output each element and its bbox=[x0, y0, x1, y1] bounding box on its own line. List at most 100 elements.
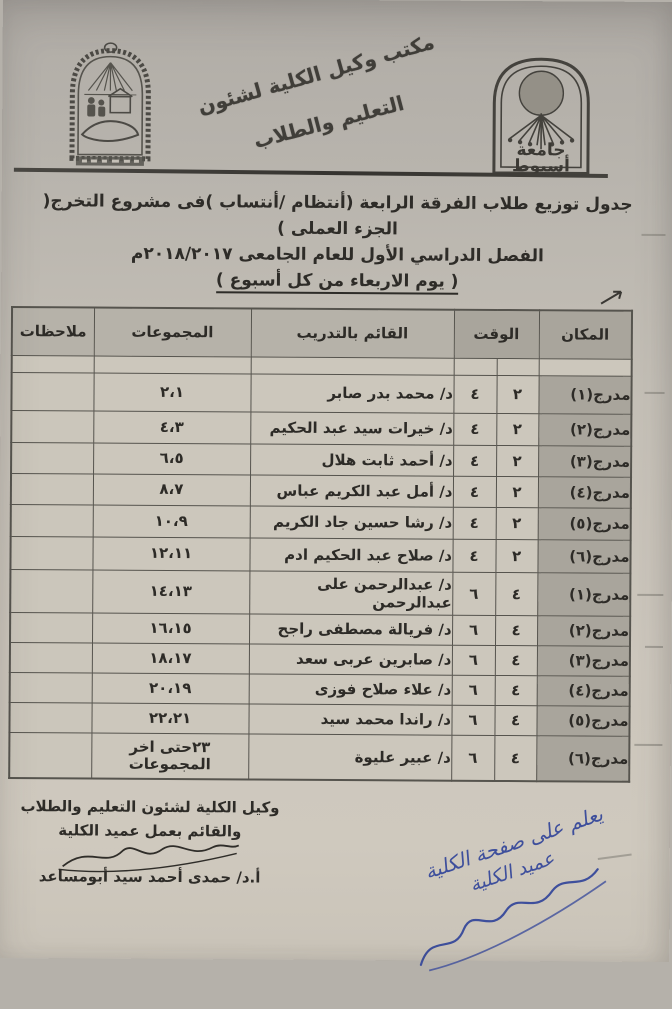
header-place: المكان bbox=[538, 310, 633, 359]
cell-place: مدرج(٤) bbox=[537, 476, 632, 508]
handwritten-note: يعلم على صفحة الكلية عميد الكلية bbox=[314, 802, 635, 1008]
cell-trainer: د/ خيرات سيد عبد الحكيم bbox=[250, 411, 454, 445]
cell-notes bbox=[10, 612, 93, 643]
cell-time-early: ٤ bbox=[495, 614, 538, 646]
cell-time-late: ٤ bbox=[453, 444, 497, 476]
cell-time-early: ٢ bbox=[495, 538, 538, 573]
table-header-row: المكان الوقت القائم بالتدريب المجموعات م… bbox=[11, 307, 633, 359]
cell-trainer: د/ راندا محمد سيد bbox=[248, 703, 452, 735]
cell-time-late: ٦ bbox=[451, 644, 496, 675]
table-row: مدرج(٣) ٤ ٦ د/ صابرين عربى سعد ١٨،١٧ bbox=[9, 642, 631, 676]
cell-groups: ٤،٣ bbox=[93, 410, 251, 444]
cell-trainer: د/ محمد بدر صابر bbox=[250, 373, 454, 413]
cell-place: مدرج(٤) bbox=[536, 675, 630, 706]
cell-groups: ١٨،١٧ bbox=[91, 642, 249, 674]
cell-trainer: د/ علاء صلاح فوزى bbox=[248, 673, 452, 705]
cell-place: مدرج(٦) bbox=[536, 735, 630, 782]
cell-groups: ١٠،٩ bbox=[92, 504, 250, 538]
cell-time-late: ٤ bbox=[453, 374, 497, 413]
table-row: مدرج(١) ٤ ٦ د/ عبدالرحمن على عبدالرحمن ١٤،١٣ bbox=[10, 569, 631, 616]
cell-groups: ٦،٥ bbox=[93, 442, 251, 475]
table-row: مدرج(٥) ٤ ٦ د/ راندا محمد سيد ٢٢،٢١ bbox=[9, 702, 630, 736]
cell-time-late: ٦ bbox=[451, 674, 495, 705]
header-groups: المجموعات bbox=[93, 307, 252, 357]
scan-artifact bbox=[641, 233, 666, 237]
cell-notes bbox=[10, 473, 94, 505]
cell-time-late: ٦ bbox=[451, 734, 495, 781]
title-line1: جدول توزيع طلاب الفرقة الرابعة (أنتظام /… bbox=[42, 191, 633, 240]
cell-trainer: د/ فريالة مصطفى راجح bbox=[248, 613, 453, 645]
cell-place: مدرج(٦) bbox=[537, 539, 631, 573]
cell-time-early: ٢ bbox=[496, 412, 539, 446]
cell-groups: ١٢،١١ bbox=[92, 536, 250, 571]
scan-artifact bbox=[634, 743, 663, 746]
scan-artifact bbox=[637, 593, 664, 597]
title-line2: الفصل الدراسي الأول للعام الجامعى ٢٠١٨/٢… bbox=[130, 243, 544, 267]
cell-time-early: ٤ bbox=[494, 734, 537, 782]
table-row: مدرج(٢) ٤ ٦ د/ فريالة مصطفى راجح ١٦،١٥ bbox=[10, 612, 631, 646]
table-row: مدرج(٢) ٢ ٤ د/ خيرات سيد عبد الحكيم ٤،٣ bbox=[11, 410, 632, 446]
scanned-page: جامعة أسيوط مكتب وكيل الكلية لشئون التعل… bbox=[0, 0, 672, 962]
cell-notes bbox=[11, 372, 94, 411]
cell-place: مدرج(١) bbox=[538, 375, 632, 414]
table-row: مدرج(٥) ٢ ٤ د/ رشا حسين جاد الكريم ١٠،٩ bbox=[10, 504, 631, 540]
cell-place: مدرج(٢) bbox=[537, 615, 631, 646]
header-notes: ملاحظات bbox=[11, 307, 95, 356]
cell-place: مدرج(٣) bbox=[538, 445, 632, 477]
cell-time-late: ٤ bbox=[453, 412, 497, 445]
footer-signatory-name: أ.د/ حمدى أحمد سيد أبومساعد bbox=[38, 867, 261, 887]
cell-groups: ١٦،١٥ bbox=[92, 612, 250, 644]
university-name-line2: أسيوط bbox=[512, 154, 570, 176]
cell-place: مدرج(٥) bbox=[537, 507, 631, 540]
table-body: مدرج(١) ٢ ٤ د/ محمد بدر صابر ٢،١ مدرج(٢) ٢ ٤ د/ … bbox=[9, 372, 632, 782]
cell-time-early: ٢ bbox=[495, 475, 539, 508]
cell-notes bbox=[9, 702, 92, 733]
table-row: مدرج(٤) ٤ ٦ د/ علاء صلاح فوزى ٢٠،١٩ bbox=[9, 672, 630, 706]
cell-groups: ٢٢،٢١ bbox=[91, 702, 249, 734]
cell-trainer: د/ صلاح عبد الحكيم ادم bbox=[249, 537, 453, 572]
faculty-seal-icon bbox=[69, 42, 151, 166]
cell-notes bbox=[9, 732, 92, 779]
cell-place: مدرج(٢) bbox=[538, 413, 632, 446]
cell-groups: ٢٣حتى اخر المجموعات bbox=[91, 732, 249, 780]
table-row: مدرج(٦) ٤ ٦ د/ عبير عليوة ٢٣حتى اخر المجموعا… bbox=[9, 732, 630, 782]
cell-time-late: ٤ bbox=[452, 475, 497, 507]
table-row: مدرج(٦) ٢ ٤ د/ صلاح عبد الحكيم ادم ١٢،١١ bbox=[10, 536, 631, 573]
cell-trainer: د/ أمل عبد الكريم عباس bbox=[249, 474, 454, 507]
cell-trainer: د/ أحمد ثابت هلال bbox=[250, 443, 454, 476]
header-trainer: القائم بالتدريب bbox=[250, 308, 455, 358]
cell-time-late: ٤ bbox=[452, 538, 496, 572]
cell-groups: ١٤،١٣ bbox=[92, 569, 250, 614]
cell-time-late: ٦ bbox=[451, 614, 496, 645]
table-row: مدرج(١) ٢ ٤ د/ محمد بدر صابر ٢،١ bbox=[11, 372, 632, 414]
cell-time-early: ٤ bbox=[494, 674, 537, 706]
cell-groups: ٨،٧ bbox=[92, 473, 251, 506]
document-title: جدول توزيع طلاب الفرقة الرابعة (أنتظام /… bbox=[35, 188, 640, 296]
cell-place: مدرج(٥) bbox=[536, 705, 630, 736]
university-name-line1: جامعة bbox=[516, 140, 565, 160]
cell-place: مدرج(١) bbox=[537, 572, 631, 616]
cell-trainer: د/ عبير عليوة bbox=[248, 733, 452, 781]
cell-time-early: ٤ bbox=[495, 571, 538, 616]
schedule-table: المكان الوقت القائم بالتدريب المجموعات م… bbox=[8, 306, 634, 783]
scan-artifact bbox=[644, 391, 665, 395]
cell-notes bbox=[10, 504, 93, 537]
cell-time-early: ٤ bbox=[494, 704, 537, 736]
cell-time-late: ٦ bbox=[451, 704, 495, 735]
cell-notes bbox=[9, 672, 92, 703]
cell-groups: ٢٠،١٩ bbox=[91, 672, 249, 704]
cell-time-early: ٢ bbox=[496, 374, 539, 414]
cell-time-late: ٤ bbox=[452, 506, 496, 539]
cell-notes bbox=[10, 569, 93, 613]
cell-notes bbox=[11, 410, 94, 443]
table-row: مدرج(٤) ٢ ٤ د/ أمل عبد الكريم عباس ٨،٧ bbox=[10, 473, 632, 508]
scan-artifact bbox=[644, 645, 663, 649]
footer-line1: وكيل الكلية لشئون التعليم والطلاب bbox=[20, 797, 280, 817]
cell-notes bbox=[11, 442, 94, 474]
title-line3: ( يوم الاربعاء من كل أسبوع ) bbox=[35, 266, 639, 296]
table-row: مدرج(٣) ٢ ٤ د/ أحمد ثابت هلال ٦،٥ bbox=[11, 442, 632, 477]
cell-notes bbox=[10, 536, 93, 570]
university-seal-icon: جامعة أسيوط bbox=[492, 57, 590, 176]
pen-mark-arrow-icon bbox=[600, 290, 623, 305]
cell-time-early: ٢ bbox=[495, 506, 538, 540]
